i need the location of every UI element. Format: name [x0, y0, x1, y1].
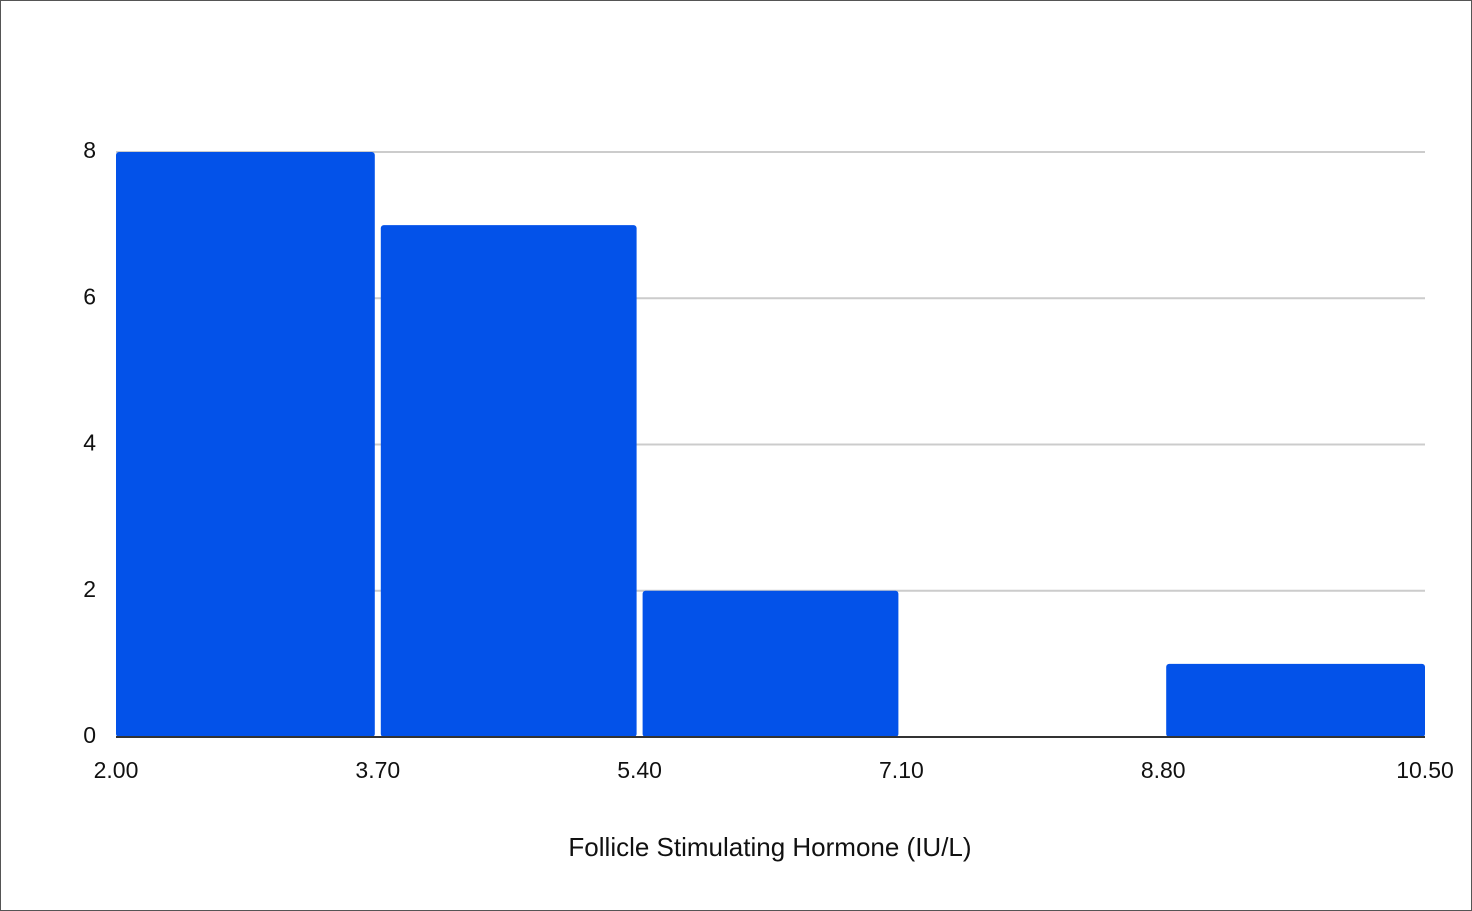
x-tick-label: 2.00: [94, 757, 139, 783]
x-tick-label: 7.10: [879, 757, 924, 783]
bar: [1166, 663, 1425, 737]
y-tick-label: 2: [83, 576, 96, 602]
y-tick-label: 8: [83, 137, 96, 163]
bar: [380, 225, 637, 737]
x-tick-label: 10.50: [1396, 757, 1454, 783]
y-tick-label: 0: [83, 722, 96, 748]
bar: [116, 152, 375, 737]
x-axis-label: Follicle Stimulating Hormone (IU/L): [568, 832, 971, 862]
y-tick-label: 4: [83, 430, 96, 456]
x-tick-label: 5.40: [617, 757, 662, 783]
x-tick-label: 3.70: [355, 757, 400, 783]
x-tick-label: 8.80: [1141, 757, 1186, 783]
y-tick-label: 6: [83, 283, 96, 309]
bar: [642, 590, 899, 737]
